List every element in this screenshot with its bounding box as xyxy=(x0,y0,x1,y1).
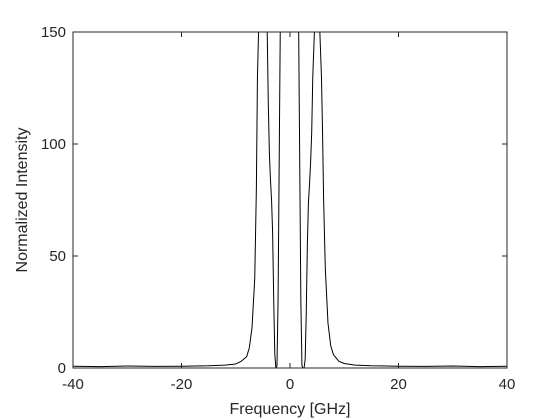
y-tick-label: 0 xyxy=(58,360,66,377)
plot-frame xyxy=(72,31,508,369)
plot-background xyxy=(73,32,507,368)
x-tick-label: 20 xyxy=(390,376,407,393)
x-axis-label: Frequency [GHz] xyxy=(230,401,351,418)
x-tick-label: -20 xyxy=(171,376,193,393)
y-axis-label: Normalized Intensity xyxy=(14,128,31,273)
y-tick-label: 50 xyxy=(49,248,66,265)
tick-layer: -40 -20 0 20 40 0 50 100 150 xyxy=(41,24,515,393)
x-tick-label: -40 xyxy=(62,376,84,393)
x-tick-label: 0 xyxy=(286,376,294,393)
y-tick-label: 100 xyxy=(41,136,66,153)
y-tick-label: 150 xyxy=(41,24,66,41)
x-tick-label: 40 xyxy=(499,376,516,393)
